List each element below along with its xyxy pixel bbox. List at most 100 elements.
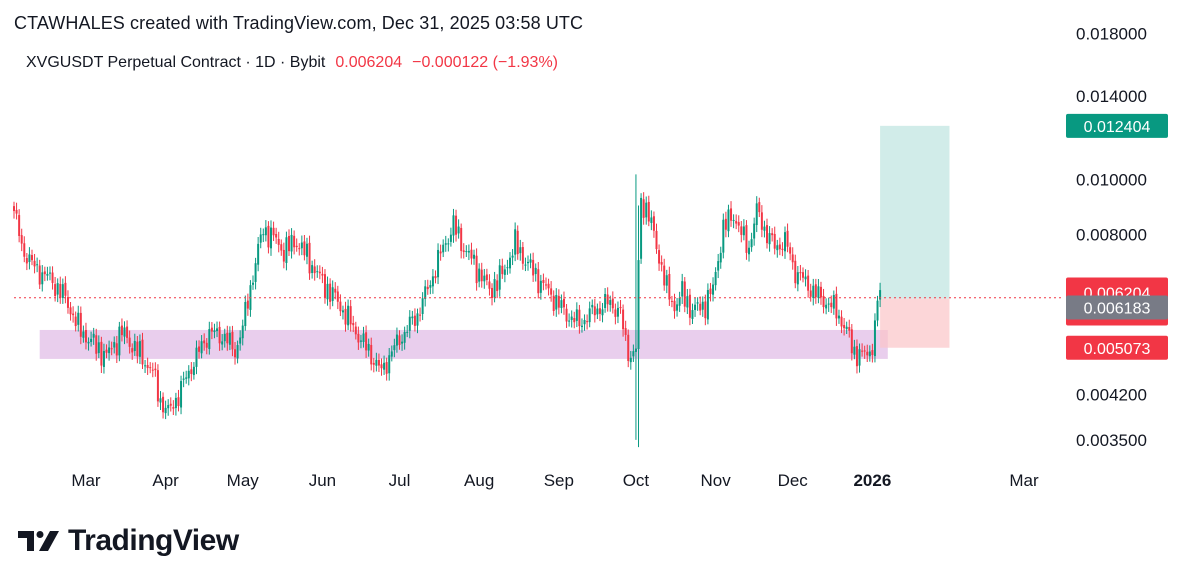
candle-body [837, 315, 840, 319]
candle-body [174, 397, 177, 409]
candle-body [334, 288, 337, 293]
candle-body [43, 271, 46, 275]
candle-body [573, 318, 576, 323]
candle-body [92, 333, 95, 338]
candle-body [177, 397, 180, 407]
candle-body [760, 212, 763, 230]
symbol-name[interactable]: XVGUSDT Perpetual Contract · 1D · Bybit [26, 54, 326, 71]
candle-body [550, 288, 553, 295]
candle-body [383, 362, 386, 370]
candle-body [118, 326, 121, 356]
candle-body [308, 242, 311, 274]
candle-body [730, 208, 733, 221]
candle-body [303, 241, 306, 256]
candle-body [156, 370, 159, 402]
candle-body [185, 377, 188, 379]
position-target-zone[interactable] [880, 125, 950, 299]
candle-body [527, 261, 529, 264]
candle-body [850, 329, 853, 354]
candle-body [519, 247, 522, 254]
candle-body [773, 233, 776, 249]
candle-body [776, 245, 779, 251]
candle-body [863, 350, 866, 352]
candle-body [786, 230, 789, 247]
candle-body [372, 362, 375, 365]
candle-body [745, 225, 748, 253]
candle-body [855, 346, 858, 367]
candle-body [318, 271, 321, 274]
candle-body [678, 297, 681, 306]
candle-body [529, 259, 532, 263]
candle-body [257, 243, 260, 265]
candle-body [270, 227, 272, 249]
candle-body [750, 239, 753, 248]
candle-body [365, 332, 368, 351]
candle-body [305, 243, 308, 257]
candle-body [267, 225, 270, 248]
candle-body [555, 294, 558, 310]
tradingview-logo[interactable]: TradingView [18, 524, 239, 558]
candle-body [316, 271, 319, 273]
candle-body [198, 346, 201, 352]
candle-body [341, 310, 344, 313]
x-axis-tick: Dec [778, 471, 809, 490]
candle-body [108, 347, 111, 354]
candle-body [809, 290, 812, 297]
candle-body [843, 324, 846, 329]
candle-body [583, 320, 586, 325]
candle-body [15, 209, 18, 214]
candle-body [714, 271, 717, 286]
candle-body [627, 334, 630, 361]
candle-body [498, 265, 501, 290]
candle-body [562, 298, 565, 308]
candle-body [280, 244, 283, 251]
candle-body [72, 313, 75, 316]
candle-body [735, 221, 738, 224]
candle-body [30, 255, 33, 261]
candle-body [496, 280, 499, 292]
x-axis-tick: Oct [623, 471, 650, 490]
x-axis-tick: Mar [1009, 471, 1039, 490]
candle-body [748, 247, 751, 255]
candle-body [732, 219, 735, 221]
candle-body [426, 286, 429, 290]
candle-body [77, 312, 80, 325]
candle-body [814, 284, 817, 298]
candle-body [557, 295, 560, 308]
candle-body [413, 315, 416, 326]
candle-body [822, 295, 825, 308]
candle-body [395, 334, 398, 346]
candle-body [313, 266, 316, 274]
candle-body [681, 281, 684, 297]
candle-body [596, 308, 599, 315]
candle-body [162, 396, 165, 413]
candle-body [619, 306, 622, 309]
candle-body [46, 273, 49, 276]
candle-body [28, 254, 31, 263]
candle-body [488, 281, 491, 289]
candle-body [380, 364, 383, 369]
candle-body [606, 294, 609, 305]
candle-body [688, 294, 691, 318]
candle-body [629, 357, 632, 363]
candle-body [768, 233, 771, 245]
candle-body [501, 265, 504, 275]
candle-body [544, 284, 547, 286]
candle-body [480, 269, 483, 282]
candle-body [727, 209, 730, 232]
candle-body [493, 279, 496, 298]
stop-price-badge [1066, 335, 1168, 360]
candle-body [876, 300, 879, 321]
position-stop-zone[interactable] [880, 298, 950, 348]
candle-body [604, 293, 607, 308]
candle-body [663, 265, 666, 286]
candle-body [455, 215, 458, 235]
candle-body [187, 370, 190, 379]
candle-body [159, 398, 162, 403]
candle-body [151, 369, 154, 371]
candle-body [74, 316, 77, 327]
tradingview-logo-icon [18, 531, 59, 551]
candle-body [719, 252, 722, 263]
candle-body [514, 229, 517, 255]
